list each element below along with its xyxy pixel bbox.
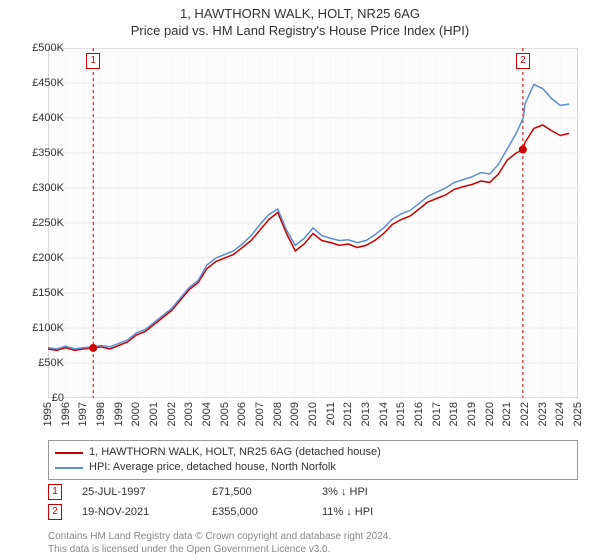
x-tick-label: 2000: [130, 402, 142, 426]
x-tick-label: 2007: [254, 402, 266, 426]
y-tick-label: £50K: [8, 357, 64, 369]
x-tick-label: 2010: [307, 402, 319, 426]
x-tick-label: 2012: [342, 402, 354, 426]
transaction-marker-badge: 1: [48, 484, 62, 500]
transaction-marker-badge: 2: [48, 504, 62, 520]
footer-line: Contains HM Land Registry data © Crown c…: [48, 530, 578, 543]
y-tick-label: £150K: [8, 287, 64, 299]
y-tick-label: £250K: [8, 217, 64, 229]
x-tick-label: 2015: [395, 402, 407, 426]
y-tick-label: £500K: [8, 42, 64, 54]
x-tick-label: 2019: [466, 402, 478, 426]
legend-item: HPI: Average price, detached house, Nort…: [55, 460, 571, 475]
x-tick-label: 1995: [42, 402, 54, 426]
x-tick-label: 2025: [572, 402, 584, 426]
x-tick-label: 2020: [484, 402, 496, 426]
x-tick-label: 1998: [95, 402, 107, 426]
x-tick-label: 2013: [360, 402, 372, 426]
transaction-vs-hpi: 11% ↓ HPI: [322, 506, 412, 518]
x-tick-label: 2024: [554, 402, 566, 426]
x-tick-label: 2003: [183, 402, 195, 426]
y-tick-label: £400K: [8, 112, 64, 124]
x-tick-label: 2008: [272, 402, 284, 426]
y-tick-label: £100K: [8, 322, 64, 334]
x-tick-label: 2009: [289, 402, 301, 426]
event-marker-badge: 2: [516, 53, 530, 69]
x-tick-label: 2011: [325, 402, 337, 426]
x-tick-label: 2016: [413, 402, 425, 426]
chart-title-address: 1, HAWTHORN WALK, HOLT, NR25 6AG: [0, 0, 600, 21]
event-marker-badge: 1: [86, 53, 100, 69]
chart-title-subtitle: Price paid vs. HM Land Registry's House …: [0, 21, 600, 38]
transaction-date: 19-NOV-2021: [82, 506, 192, 518]
legend-swatch: [55, 467, 83, 469]
chart-svg: [48, 48, 578, 398]
x-tick-label: 2022: [519, 402, 531, 426]
transaction-row: 1 25-JUL-1997 £71,500 3% ↓ HPI: [48, 482, 578, 502]
legend: 1, HAWTHORN WALK, HOLT, NR25 6AG (detach…: [48, 440, 578, 480]
x-tick-label: 2023: [537, 402, 549, 426]
x-tick-label: 1999: [113, 402, 125, 426]
footer-attribution: Contains HM Land Registry data © Crown c…: [48, 530, 578, 556]
legend-label: 1, HAWTHORN WALK, HOLT, NR25 6AG (detach…: [89, 445, 381, 460]
x-tick-label: 2005: [219, 402, 231, 426]
transaction-vs-hpi: 3% ↓ HPI: [322, 486, 412, 498]
y-tick-label: £450K: [8, 77, 64, 89]
x-tick-label: 2004: [201, 402, 213, 426]
x-tick-label: 2021: [501, 402, 513, 426]
x-tick-label: 2006: [236, 402, 248, 426]
x-tick-label: 2018: [448, 402, 460, 426]
transaction-date: 25-JUL-1997: [82, 486, 192, 498]
y-tick-label: £200K: [8, 252, 64, 264]
transaction-price: £71,500: [212, 486, 302, 498]
chart-container: 1, HAWTHORN WALK, HOLT, NR25 6AG Price p…: [0, 0, 600, 560]
transactions-table: 1 25-JUL-1997 £71,500 3% ↓ HPI 2 19-NOV-…: [48, 482, 578, 522]
x-tick-label: 1996: [60, 402, 72, 426]
y-tick-label: £0: [8, 392, 64, 404]
y-tick-label: £350K: [8, 147, 64, 159]
x-tick-label: 2017: [431, 402, 443, 426]
footer-line: This data is licensed under the Open Gov…: [48, 543, 578, 556]
transaction-price: £355,000: [212, 506, 302, 518]
legend-item: 1, HAWTHORN WALK, HOLT, NR25 6AG (detach…: [55, 445, 571, 460]
y-tick-label: £300K: [8, 182, 64, 194]
transaction-row: 2 19-NOV-2021 £355,000 11% ↓ HPI: [48, 502, 578, 522]
legend-label: HPI: Average price, detached house, Nort…: [89, 460, 336, 475]
x-tick-label: 1997: [77, 402, 89, 426]
x-tick-label: 2002: [166, 402, 178, 426]
x-tick-label: 2001: [148, 402, 160, 426]
x-tick-label: 2014: [378, 402, 390, 426]
legend-swatch: [55, 452, 83, 454]
chart-plot-area: [48, 48, 578, 398]
